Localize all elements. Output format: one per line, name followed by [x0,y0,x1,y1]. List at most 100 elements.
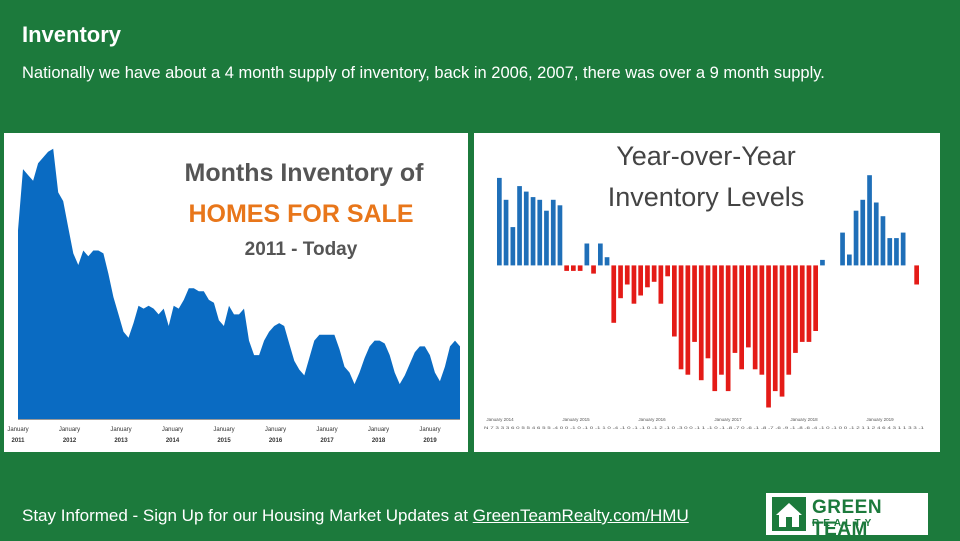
positive-bar [605,257,610,265]
positive-bar [894,238,899,265]
x-tick-month: January [265,427,286,433]
positive-bar [544,211,549,266]
house-icon [772,497,806,531]
hmu-link[interactable]: GreenTeamRealty.com/HMU [473,506,689,525]
positive-bar [497,178,502,266]
negative-bar [706,265,711,358]
months-inventory-svg: Months Inventory of HOMES FOR SALE 2011 … [4,133,468,452]
negative-bar [659,265,664,303]
negative-bar [571,265,576,271]
x-tick-month: January [59,427,80,433]
x-tick-month: January [162,427,183,433]
x-tick-label: January 2014 [486,417,514,422]
negative-bar [719,265,724,374]
negative-bar [679,265,684,369]
x-tick-year: 2018 [372,438,386,444]
x-tick-month: January [419,427,440,433]
chart-title-line3: 2011 - Today [245,239,358,260]
slide-subtitle: Nationally we have about a 4 month suppl… [22,64,825,83]
yoy-inventory-svg: Year-over-Year Inventory Levels January … [474,133,940,452]
positive-bar [598,244,603,266]
x-tick-label: January 2015 [562,417,590,422]
positive-bar [511,227,516,265]
negative-bar [773,265,778,391]
positive-bar [847,255,852,266]
negative-bar [807,265,812,342]
footer-cta: Stay Informed - Sign Up for our Housing … [22,506,689,526]
negative-bar [638,265,643,295]
x-tick-month: January [110,427,131,433]
months-inventory-chart: Months Inventory of HOMES FOR SALE 2011 … [4,133,468,452]
x-tick-year: 2015 [217,438,231,444]
positive-bar [531,197,536,265]
positive-bar [860,200,865,266]
yoy-inventory-chart: Year-over-Year Inventory Levels January … [474,133,940,452]
negative-bar [739,265,744,369]
positive-bar [887,238,892,265]
positive-bar [867,175,872,265]
positive-bar [517,186,522,265]
x-tick-month: January [213,427,234,433]
negative-bar [652,265,657,281]
positive-bar [551,200,556,266]
x-tick-year: 2011 [11,438,25,444]
x-tick-month: January [368,427,389,433]
negative-bar [766,265,771,407]
x-tick-year: 2012 [63,438,77,444]
positive-bar [901,233,906,266]
negative-bar [786,265,791,374]
positive-bar [854,211,859,266]
x-tick-year: 2017 [320,438,334,444]
x-tick-label: January 2016 [638,417,666,422]
negative-bar [712,265,717,391]
negative-bar [591,265,596,273]
negative-bar [733,265,738,353]
negative-bar [760,265,765,374]
negative-bar [625,265,630,284]
negative-bar [726,265,731,391]
inventory-area [18,149,460,419]
negative-bar [753,265,758,369]
chart-title-line1: Year-over-Year [616,141,796,171]
x-tick-label: January 2018 [790,417,818,422]
x-tick-label: January 2017 [714,417,742,422]
positive-bar [585,244,590,266]
negative-bar [611,265,616,322]
chart-title-line1: Months Inventory of [185,159,425,187]
positive-bar [840,233,845,266]
negative-bar [632,265,637,303]
x-tick-label: January 2019 [866,417,894,422]
negative-bar [564,265,569,271]
negative-bar [672,265,677,336]
logo-line2: REALTY [812,518,875,529]
negative-bar [780,265,785,396]
x-tick-month: January [7,427,28,433]
positive-bar [537,200,542,266]
slide-title: Inventory [22,22,121,48]
tick-value-row: N 7 3 3 3 6 0 5 5 4 6 5 5 -4 0 0 -1 0 -1… [484,425,925,430]
x-tick-year: 2013 [114,438,128,444]
positive-bar [558,205,563,265]
negative-bar [699,265,704,380]
positive-bar [524,192,529,266]
negative-bar [746,265,751,347]
x-tick-month: January [316,427,337,433]
negative-bar [645,265,650,287]
negative-bar [813,265,818,331]
x-tick-year: 2014 [166,438,180,444]
positive-bar [874,203,879,266]
negative-bar [800,265,805,342]
negative-bar [665,265,670,276]
x-tick-year: 2016 [269,438,283,444]
negative-bar [692,265,697,342]
x-tick-year: 2019 [423,438,437,444]
negative-bar [793,265,798,353]
negative-bar [686,265,691,374]
negative-bar [578,265,583,271]
negative-bar [914,265,919,284]
positive-bar [820,260,825,266]
chart-title-line2: Inventory Levels [608,182,805,212]
negative-bar [618,265,623,298]
green-team-logo: GREEN TEAM REALTY [766,493,928,535]
footer-text: Stay Informed - Sign Up for our Housing … [22,506,473,525]
